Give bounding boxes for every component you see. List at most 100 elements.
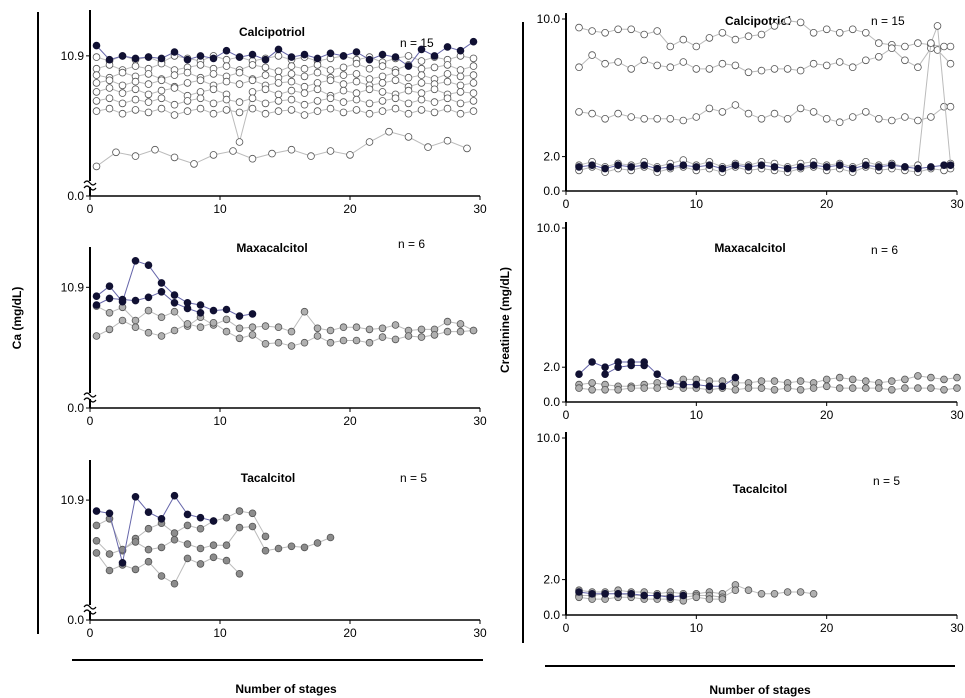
y-tick-label: 0.0 (543, 608, 560, 622)
data-point (653, 27, 661, 35)
axis-break-mark (83, 604, 97, 610)
data-point (144, 90, 153, 99)
data-point (105, 55, 114, 64)
data-point (809, 108, 818, 116)
data-point (326, 338, 335, 347)
data-point (144, 293, 153, 302)
data-point (274, 45, 283, 54)
data-point (313, 539, 322, 547)
data-point (679, 35, 688, 44)
data-point (614, 385, 622, 394)
data-point (391, 53, 400, 61)
data-point (914, 39, 922, 47)
x-tick-label: 10 (690, 621, 704, 635)
data-point (469, 89, 478, 97)
data-point (927, 39, 935, 47)
data-point (248, 323, 257, 332)
data-point (183, 554, 192, 563)
data-point (627, 384, 635, 392)
data-point (653, 591, 661, 600)
data-point (183, 79, 192, 87)
y-tick-label: 10.0 (537, 12, 561, 26)
data-point (287, 145, 296, 154)
data-point (796, 377, 805, 385)
data-point (157, 54, 166, 63)
data-point (118, 52, 127, 60)
axis-break-gap (84, 393, 96, 399)
panel-n-label: n = 15 (400, 36, 434, 50)
data-point (222, 46, 231, 55)
data-point (430, 85, 439, 94)
data-point (456, 66, 465, 74)
data-point (261, 322, 270, 330)
axis-break-gap (84, 181, 96, 187)
y-tick-label: 0.0 (67, 401, 84, 415)
data-point (352, 59, 361, 68)
data-point (456, 72, 465, 81)
data-point (692, 593, 701, 602)
data-point (861, 377, 870, 385)
data-point (391, 76, 400, 85)
data-point (417, 45, 426, 54)
data-point (235, 507, 244, 515)
data-point (378, 88, 387, 96)
data-point (235, 312, 244, 320)
data-point (822, 382, 831, 391)
data-point (248, 331, 257, 339)
data-point (144, 108, 153, 117)
data-point (940, 161, 948, 170)
data-point (92, 301, 101, 309)
data-point (144, 53, 153, 61)
data-point (222, 106, 231, 114)
x-tick-label: 20 (820, 197, 834, 211)
data-point (196, 52, 205, 60)
data-point (112, 148, 120, 157)
series-line (604, 365, 645, 375)
data-point (287, 53, 296, 61)
data-point (614, 363, 622, 372)
data-point (731, 373, 740, 382)
data-point (131, 152, 140, 160)
data-point (339, 86, 348, 95)
data-point (339, 98, 348, 106)
creatinine-maxacalcitol-panel: 0 10 20 30 0.0 2.0 10.0 Maxacalcitol n = 6 (537, 221, 964, 422)
ca-maxacalcitol-panel: 0 10 20 30 0.0 10.9 Maxacalcitol n = 6 (61, 237, 487, 428)
data-point (378, 324, 387, 333)
data-point (404, 99, 413, 108)
data-point (222, 305, 231, 314)
data-point (313, 61, 322, 69)
data-point (588, 109, 596, 118)
y-tick-label: 10.0 (537, 221, 561, 235)
data-point (705, 104, 714, 113)
data-point (105, 509, 114, 518)
data-point (118, 316, 127, 325)
data-point (705, 382, 714, 391)
data-point (196, 513, 205, 522)
data-point (287, 327, 296, 336)
data-point (601, 363, 609, 372)
data-point (640, 56, 648, 65)
data-point (848, 384, 857, 392)
data-point (692, 163, 701, 171)
data-point (391, 335, 400, 344)
panel-title: Maxacalcitol (714, 241, 785, 255)
data-point (757, 589, 766, 598)
data-point (861, 56, 870, 65)
data-point (744, 384, 753, 392)
series-line (96, 87, 474, 144)
data-point (378, 97, 387, 105)
y-tick-label: 10.9 (61, 49, 85, 63)
x-tick-label: 30 (473, 414, 487, 428)
data-point (300, 50, 309, 59)
data-point (430, 63, 439, 72)
data-point (157, 332, 166, 340)
data-point (627, 113, 635, 121)
data-point (235, 138, 244, 146)
data-point (874, 384, 883, 392)
data-point (92, 507, 101, 515)
data-point (300, 543, 309, 552)
data-point (757, 115, 766, 123)
data-point (209, 541, 218, 549)
data-point (352, 323, 361, 332)
data-point (261, 55, 270, 64)
